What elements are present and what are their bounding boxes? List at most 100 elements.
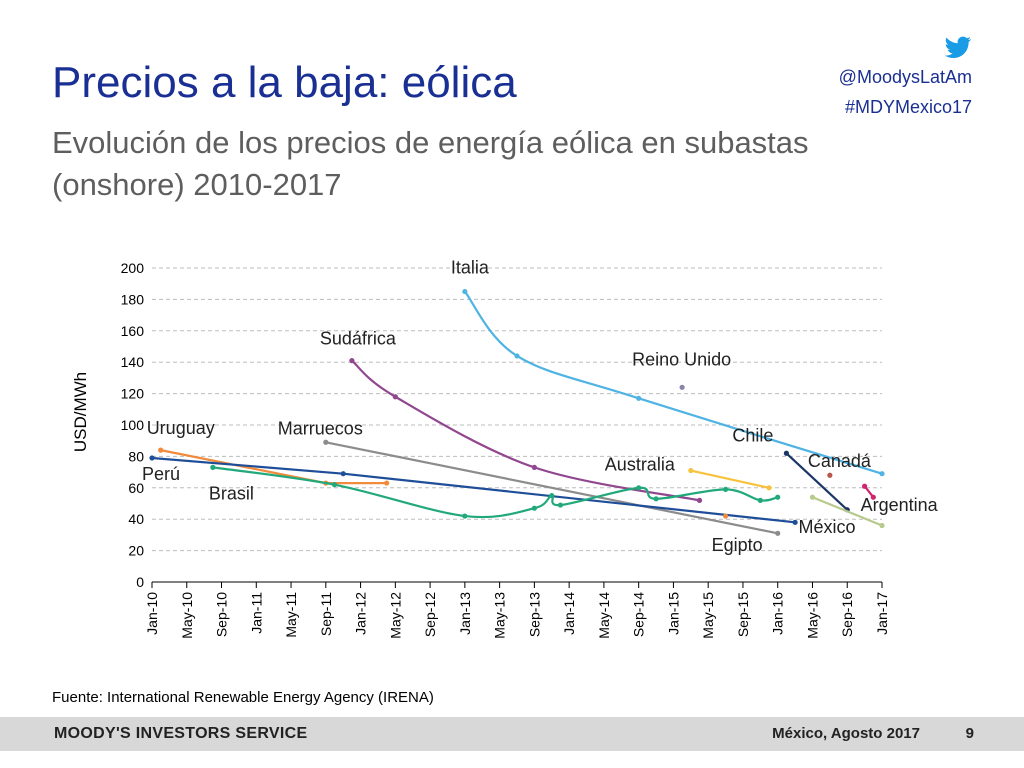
data-point bbox=[531, 464, 537, 470]
x-tick-label: May-11 bbox=[283, 592, 299, 638]
social-handles: @MoodysLatAm #MDYMexico17 bbox=[839, 36, 972, 122]
data-point bbox=[766, 485, 772, 491]
series-label: Argentina bbox=[861, 495, 939, 515]
series-label: Marruecos bbox=[278, 418, 363, 438]
source-note: Fuente: International Renewable Energy A… bbox=[52, 689, 434, 706]
data-point bbox=[827, 472, 833, 478]
data-point bbox=[879, 522, 885, 529]
x-tick-label: Jan-14 bbox=[561, 592, 577, 635]
data-point bbox=[462, 513, 468, 519]
data-point bbox=[809, 494, 816, 500]
series-label: México bbox=[798, 517, 855, 537]
series-label: Canadá bbox=[808, 451, 872, 471]
series-label: Sudáfrica bbox=[320, 329, 397, 349]
data-point bbox=[323, 439, 329, 445]
data-point bbox=[722, 486, 729, 492]
x-tick-label: May-10 bbox=[179, 592, 195, 639]
data-point bbox=[783, 450, 790, 456]
x-tick-label: Jan-15 bbox=[665, 592, 681, 635]
data-point bbox=[722, 513, 729, 519]
x-tick-label: May-14 bbox=[596, 592, 612, 639]
series-label: Uruguay bbox=[147, 418, 215, 438]
series-label: Brasil bbox=[209, 483, 254, 503]
data-point bbox=[688, 467, 694, 474]
data-point bbox=[870, 494, 876, 500]
series-line bbox=[463, 290, 883, 475]
y-tick-label: 60 bbox=[128, 480, 144, 496]
data-point bbox=[331, 482, 338, 488]
y-tick-label: 0 bbox=[136, 574, 144, 590]
y-tick-label: 20 bbox=[128, 543, 144, 559]
y-tick-label: 120 bbox=[121, 386, 145, 402]
series-line bbox=[812, 496, 883, 527]
y-tick-label: 160 bbox=[121, 323, 145, 339]
data-point bbox=[679, 384, 685, 390]
x-tick-label: Sep-11 bbox=[318, 592, 334, 636]
hashtag[interactable]: #MDYMexico17 bbox=[844, 97, 972, 117]
data-point bbox=[636, 485, 642, 491]
x-tick-label: Sep-14 bbox=[631, 592, 647, 637]
series-label: Egipto bbox=[712, 535, 763, 555]
data-point bbox=[862, 483, 868, 489]
slide-subtitle: Evolución de los precios de energía eóli… bbox=[52, 125, 809, 202]
data-point bbox=[775, 494, 781, 500]
data-point bbox=[149, 455, 155, 461]
data-point bbox=[462, 288, 468, 295]
x-tick-label: Jan-13 bbox=[457, 592, 473, 635]
data-point bbox=[557, 502, 564, 508]
x-tick-label: Sep-10 bbox=[214, 592, 230, 637]
data-point bbox=[653, 496, 659, 502]
data-point bbox=[531, 505, 537, 511]
x-tick-label: May-13 bbox=[492, 592, 508, 639]
data-point bbox=[879, 471, 885, 477]
x-tick-label: Sep-15 bbox=[735, 592, 751, 637]
series-line bbox=[325, 441, 778, 535]
x-tick-label: May-16 bbox=[804, 592, 820, 639]
footer-brand: MOODY'S INVESTORS SERVICE bbox=[54, 725, 308, 742]
slide-title: Precios a la baja: eólica bbox=[52, 58, 517, 107]
series-label: Perú bbox=[142, 464, 180, 484]
x-tick-label: Jan-17 bbox=[874, 592, 890, 635]
data-point bbox=[775, 530, 781, 536]
y-tick-label: 180 bbox=[121, 291, 145, 307]
data-point bbox=[636, 395, 642, 401]
wind-price-chart: 0 20 40 60 80 100 120 140 160 180 200 Jan-10 May-10… bbox=[71, 258, 939, 639]
series-label: Reino Unido bbox=[632, 349, 731, 369]
x-tick-label: Sep-13 bbox=[526, 592, 542, 637]
series-line bbox=[351, 359, 700, 502]
footer-bar: MOODY'S INVESTORS SERVICE México, Agosto… bbox=[0, 717, 1024, 751]
data-point bbox=[340, 471, 346, 477]
twitter-handle[interactable]: @MoodysLatAm bbox=[838, 67, 972, 87]
y-tick-label: 200 bbox=[121, 260, 145, 276]
data-point bbox=[158, 447, 164, 453]
series-line bbox=[785, 452, 848, 511]
x-tick-label: Sep-12 bbox=[422, 592, 438, 637]
y-tick-label: 40 bbox=[128, 511, 144, 527]
x-tick-label: Jan-16 bbox=[770, 592, 786, 635]
x-axis-ticks: Jan-10 May-10 Sep-10 Jan-11 May-11 Sep-11 Jan-… bbox=[144, 582, 890, 639]
series-labels: Italia Reino Unido Sudáfrica Marruecos Urugu… bbox=[142, 258, 939, 556]
series-label: Italia bbox=[451, 258, 490, 278]
data-point bbox=[792, 519, 798, 525]
chart-grid bbox=[152, 267, 882, 583]
page-number: 9 bbox=[965, 725, 974, 742]
series-line bbox=[690, 469, 770, 489]
twitter-bird-icon bbox=[945, 36, 972, 58]
series-line bbox=[212, 466, 778, 519]
x-tick-label: Jan-12 bbox=[353, 592, 369, 635]
data-point bbox=[210, 464, 216, 470]
x-tick-label: Jan-10 bbox=[144, 592, 160, 635]
x-tick-label: May-15 bbox=[700, 592, 716, 639]
data-point bbox=[757, 497, 763, 503]
y-tick-label: 100 bbox=[121, 417, 145, 433]
series-label: Chile bbox=[732, 425, 773, 445]
data-point bbox=[514, 353, 520, 359]
y-axis-label: USD/MWh bbox=[71, 372, 90, 452]
x-tick-label: Jan-11 bbox=[248, 592, 264, 634]
series-label: Australia bbox=[605, 455, 676, 475]
series-line bbox=[160, 449, 387, 485]
chart-series bbox=[149, 288, 885, 536]
y-tick-label: 80 bbox=[128, 448, 144, 464]
y-axis-ticks: 0 20 40 60 80 100 120 140 160 180 200 bbox=[121, 260, 145, 590]
data-point bbox=[549, 493, 555, 499]
